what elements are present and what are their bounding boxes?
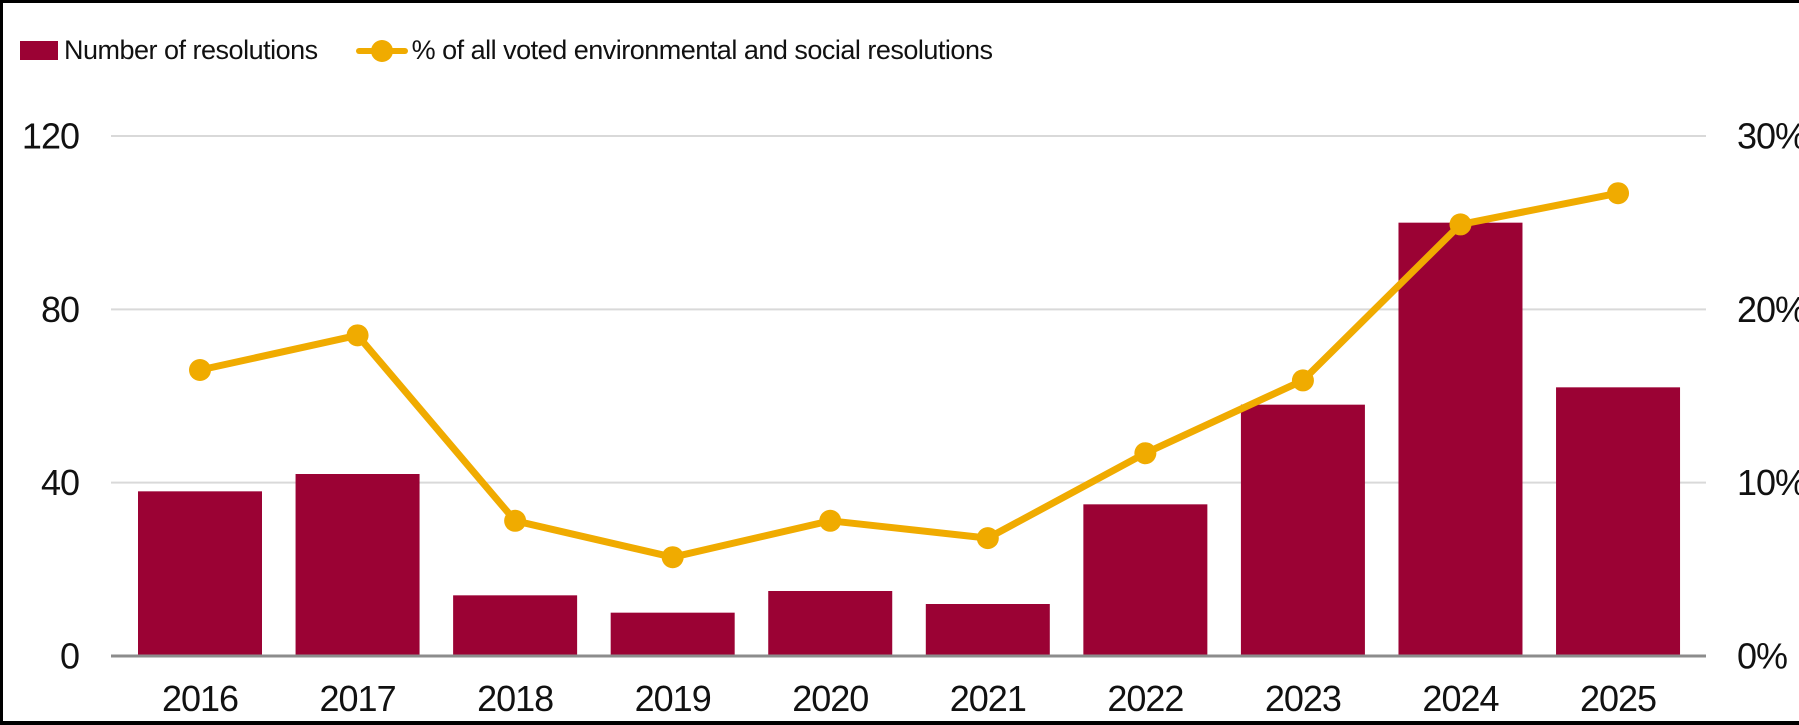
bar-2023	[1240, 404, 1365, 656]
line-point-2016	[189, 359, 211, 381]
y-axis-left-label-80: 80	[41, 289, 79, 330]
legend-item-line: % of all voted environmental and social …	[355, 35, 993, 66]
y-axis-right-label-20: 20%	[1737, 289, 1799, 330]
bar-2024	[1398, 222, 1523, 656]
bar-series-swatch	[20, 41, 58, 60]
line-point-2019	[661, 546, 684, 569]
line-point-2025	[1607, 182, 1630, 205]
x-axis-label-2017: 2017	[320, 678, 396, 719]
legend-item-bars: Number of resolutions	[20, 35, 318, 66]
combo-chart: 0 40 80 120 0% 10% 20% 30% 2016 2017 2018 2019 2020 2…	[22, 116, 1799, 720]
y-axis-left-label-0: 0	[60, 636, 79, 677]
x-axis-label-2022: 2022	[1107, 678, 1183, 719]
line-series-path	[196, 189, 1622, 561]
y-axis-right-label-30: 30%	[1737, 116, 1799, 157]
line-point-2023	[1291, 369, 1314, 392]
y-axis-left-label-120: 120	[22, 116, 79, 157]
x-axis-label-2020: 2020	[792, 678, 868, 719]
line-point-2017	[346, 324, 369, 347]
line-series-marker	[355, 39, 408, 62]
x-axis-label-2024: 2024	[1422, 678, 1498, 719]
x-axis-label-2023: 2023	[1265, 678, 1341, 719]
bar-2022	[1083, 504, 1208, 656]
bar-2016	[138, 491, 262, 656]
bar-2025	[1556, 387, 1681, 656]
bar-series-label: Number of resolutions	[64, 35, 318, 65]
x-axis-label-2018: 2018	[477, 678, 553, 719]
y-axis-right-label-10: 10%	[1737, 462, 1799, 503]
x-axis-label-2021: 2021	[950, 678, 1026, 719]
legend: Number of resolutions % of all voted env…	[20, 35, 993, 66]
line-series-label: % of all voted environmental and social …	[411, 35, 993, 65]
line-marker-dot	[370, 39, 393, 62]
line-point-2020	[819, 509, 842, 532]
x-axis-label-2019: 2019	[635, 678, 711, 719]
line-point-2021	[976, 527, 999, 550]
x-axis-label-2025: 2025	[1580, 678, 1656, 719]
bar-2020	[768, 591, 893, 656]
bar-2018	[453, 595, 578, 656]
line-point-2018	[504, 509, 527, 532]
y-axis-right-label-0: 0%	[1737, 636, 1787, 677]
bar-2019	[610, 612, 735, 656]
y-axis-left-label-40: 40	[41, 462, 79, 503]
x-axis-label-2016: 2016	[162, 678, 238, 719]
line-point-2024	[1449, 213, 1472, 236]
line-point-2022	[1134, 442, 1157, 465]
bar-2017	[295, 474, 420, 656]
bar-2021	[925, 604, 1050, 656]
